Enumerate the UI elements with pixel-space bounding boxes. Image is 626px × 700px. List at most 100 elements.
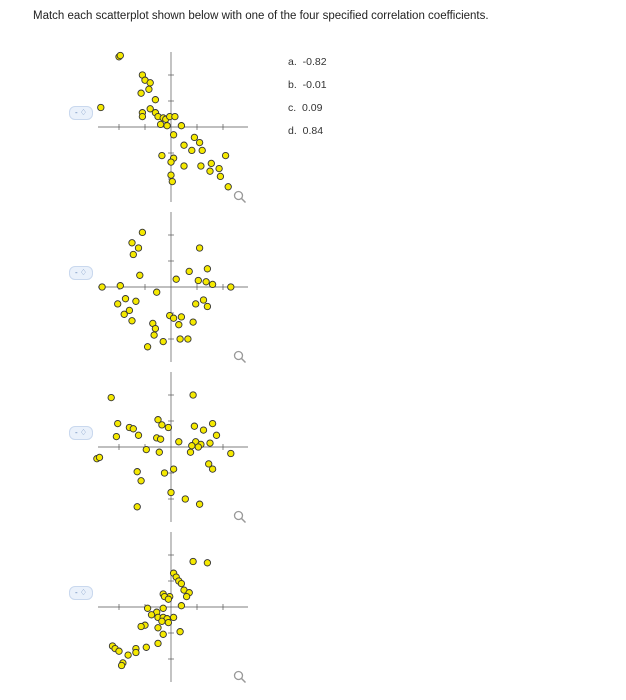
data-point	[208, 280, 217, 289]
data-point	[153, 288, 161, 296]
data-point	[154, 624, 162, 632]
magnifier-icon[interactable]	[233, 510, 247, 524]
data-point	[129, 250, 137, 259]
data-point	[114, 300, 122, 308]
answer-dropdown-3[interactable]: - ♢	[69, 426, 93, 440]
scatterplot-row-1: - ♢	[0, 47, 626, 207]
answer-dropdown-1[interactable]: - ♢	[69, 106, 93, 120]
data-point	[158, 617, 166, 625]
data-point	[186, 448, 195, 456]
data-point	[212, 431, 221, 439]
data-point	[98, 283, 106, 291]
chevron-updown-icon: - ♢	[74, 588, 88, 597]
data-point	[164, 595, 173, 603]
data-point	[146, 79, 154, 87]
data-point	[176, 335, 184, 343]
data-point	[132, 297, 140, 305]
data-point	[145, 85, 153, 93]
data-point	[224, 183, 232, 191]
data-point	[215, 164, 223, 173]
data-point	[156, 435, 165, 443]
data-point	[198, 146, 206, 155]
data-point	[116, 282, 124, 290]
data-point	[114, 419, 122, 428]
scatterplot-2	[98, 212, 248, 362]
data-point	[129, 425, 137, 433]
data-point	[169, 131, 178, 139]
data-point	[143, 604, 152, 612]
data-point	[150, 331, 158, 339]
data-point	[203, 559, 212, 567]
option-a: a. -0.82	[288, 56, 327, 68]
data-point	[132, 648, 140, 657]
data-point	[158, 421, 166, 429]
magnifier-icon[interactable]	[233, 350, 247, 364]
scatterplot-1	[97, 51, 248, 202]
data-point	[164, 423, 173, 432]
data-point	[207, 159, 215, 168]
data-point	[227, 449, 235, 458]
data-point	[195, 500, 204, 508]
data-point	[163, 122, 171, 130]
data-point	[189, 557, 197, 566]
data-point	[120, 310, 128, 318]
data-point	[188, 146, 196, 155]
magnifier-icon[interactable]	[233, 670, 247, 684]
data-point	[164, 618, 173, 627]
data-point	[182, 592, 191, 601]
data-point	[203, 265, 212, 273]
data-point	[172, 275, 180, 283]
data-point	[124, 651, 132, 659]
chevron-updown-icon: - ♢	[74, 268, 88, 277]
data-point	[189, 318, 197, 326]
data-point	[194, 443, 202, 451]
data-point	[136, 271, 144, 279]
data-point	[155, 448, 163, 456]
data-point	[168, 177, 176, 186]
data-point	[151, 324, 160, 333]
data-point	[206, 439, 214, 447]
scatterplot-3	[93, 372, 248, 522]
data-point	[167, 171, 175, 179]
data-point	[133, 468, 141, 476]
data-point	[203, 302, 212, 311]
data-point	[180, 141, 188, 149]
data-point	[117, 661, 126, 670]
data-point	[181, 495, 189, 503]
data-point	[142, 445, 150, 454]
data-point	[192, 300, 200, 308]
data-point	[167, 158, 175, 166]
data-point	[190, 422, 199, 430]
data-point	[221, 151, 230, 160]
data-point	[137, 89, 145, 97]
data-point	[169, 613, 178, 622]
data-point	[177, 313, 186, 321]
data-point	[216, 172, 225, 181]
data-point	[137, 622, 145, 631]
scatterplot-row-3: - ♢	[0, 367, 626, 527]
data-point	[208, 465, 217, 473]
data-point	[128, 317, 136, 325]
data-point	[185, 267, 193, 276]
data-point	[199, 426, 208, 434]
answer-dropdown-4[interactable]: - ♢	[69, 586, 93, 600]
data-point	[160, 469, 169, 477]
coefficient-options-list: a. -0.82 b. -0.01 c. 0.09 d. 0.84	[288, 56, 327, 148]
data-point	[154, 639, 162, 648]
data-point	[199, 296, 208, 304]
data-point	[176, 628, 184, 636]
data-point	[147, 611, 156, 619]
data-point	[197, 162, 205, 170]
data-point	[188, 442, 196, 450]
data-point	[206, 167, 214, 175]
data-point	[177, 602, 186, 610]
data-point	[151, 96, 160, 104]
data-point	[121, 295, 130, 303]
data-point	[137, 477, 145, 485]
data-point	[115, 647, 123, 655]
data-point	[180, 162, 188, 170]
scatterplot-row-2: - ♢	[0, 207, 626, 367]
answer-dropdown-2[interactable]: - ♢	[69, 266, 93, 280]
magnifier-icon[interactable]	[233, 190, 247, 204]
data-point	[116, 51, 124, 60]
